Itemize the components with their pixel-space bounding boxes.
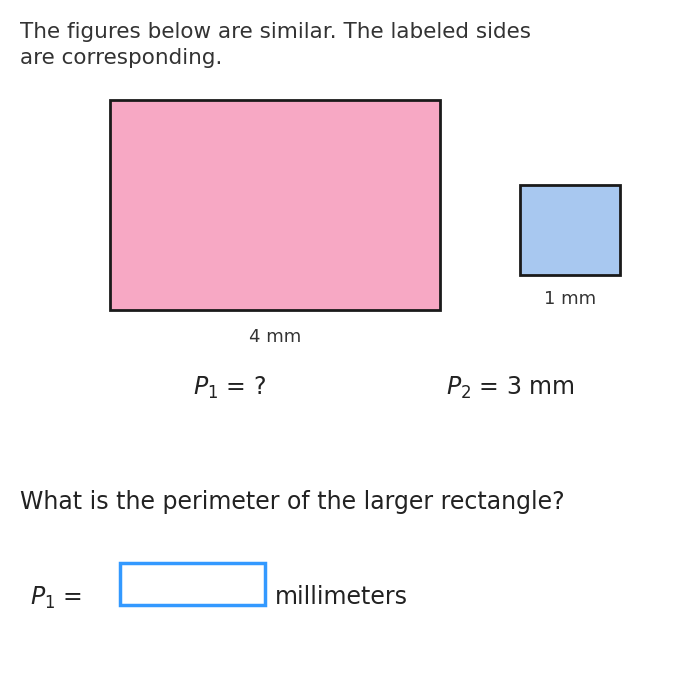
Text: $P_2$ = 3 mm: $P_2$ = 3 mm [445, 375, 575, 401]
Text: 1 mm: 1 mm [544, 290, 596, 308]
Text: The figures below are similar. The labeled sides: The figures below are similar. The label… [20, 22, 531, 42]
Bar [110, 100, 440, 310]
Bar [120, 563, 265, 605]
Text: 4 mm: 4 mm [249, 328, 301, 346]
Text: $P_1$ = ?: $P_1$ = ? [193, 375, 266, 401]
Text: are corresponding.: are corresponding. [20, 48, 222, 68]
Bar [520, 185, 620, 275]
Text: $P_1$ =: $P_1$ = [30, 585, 82, 611]
Text: millimeters: millimeters [275, 585, 408, 609]
Text: What is the perimeter of the larger rectangle?: What is the perimeter of the larger rect… [20, 490, 564, 514]
